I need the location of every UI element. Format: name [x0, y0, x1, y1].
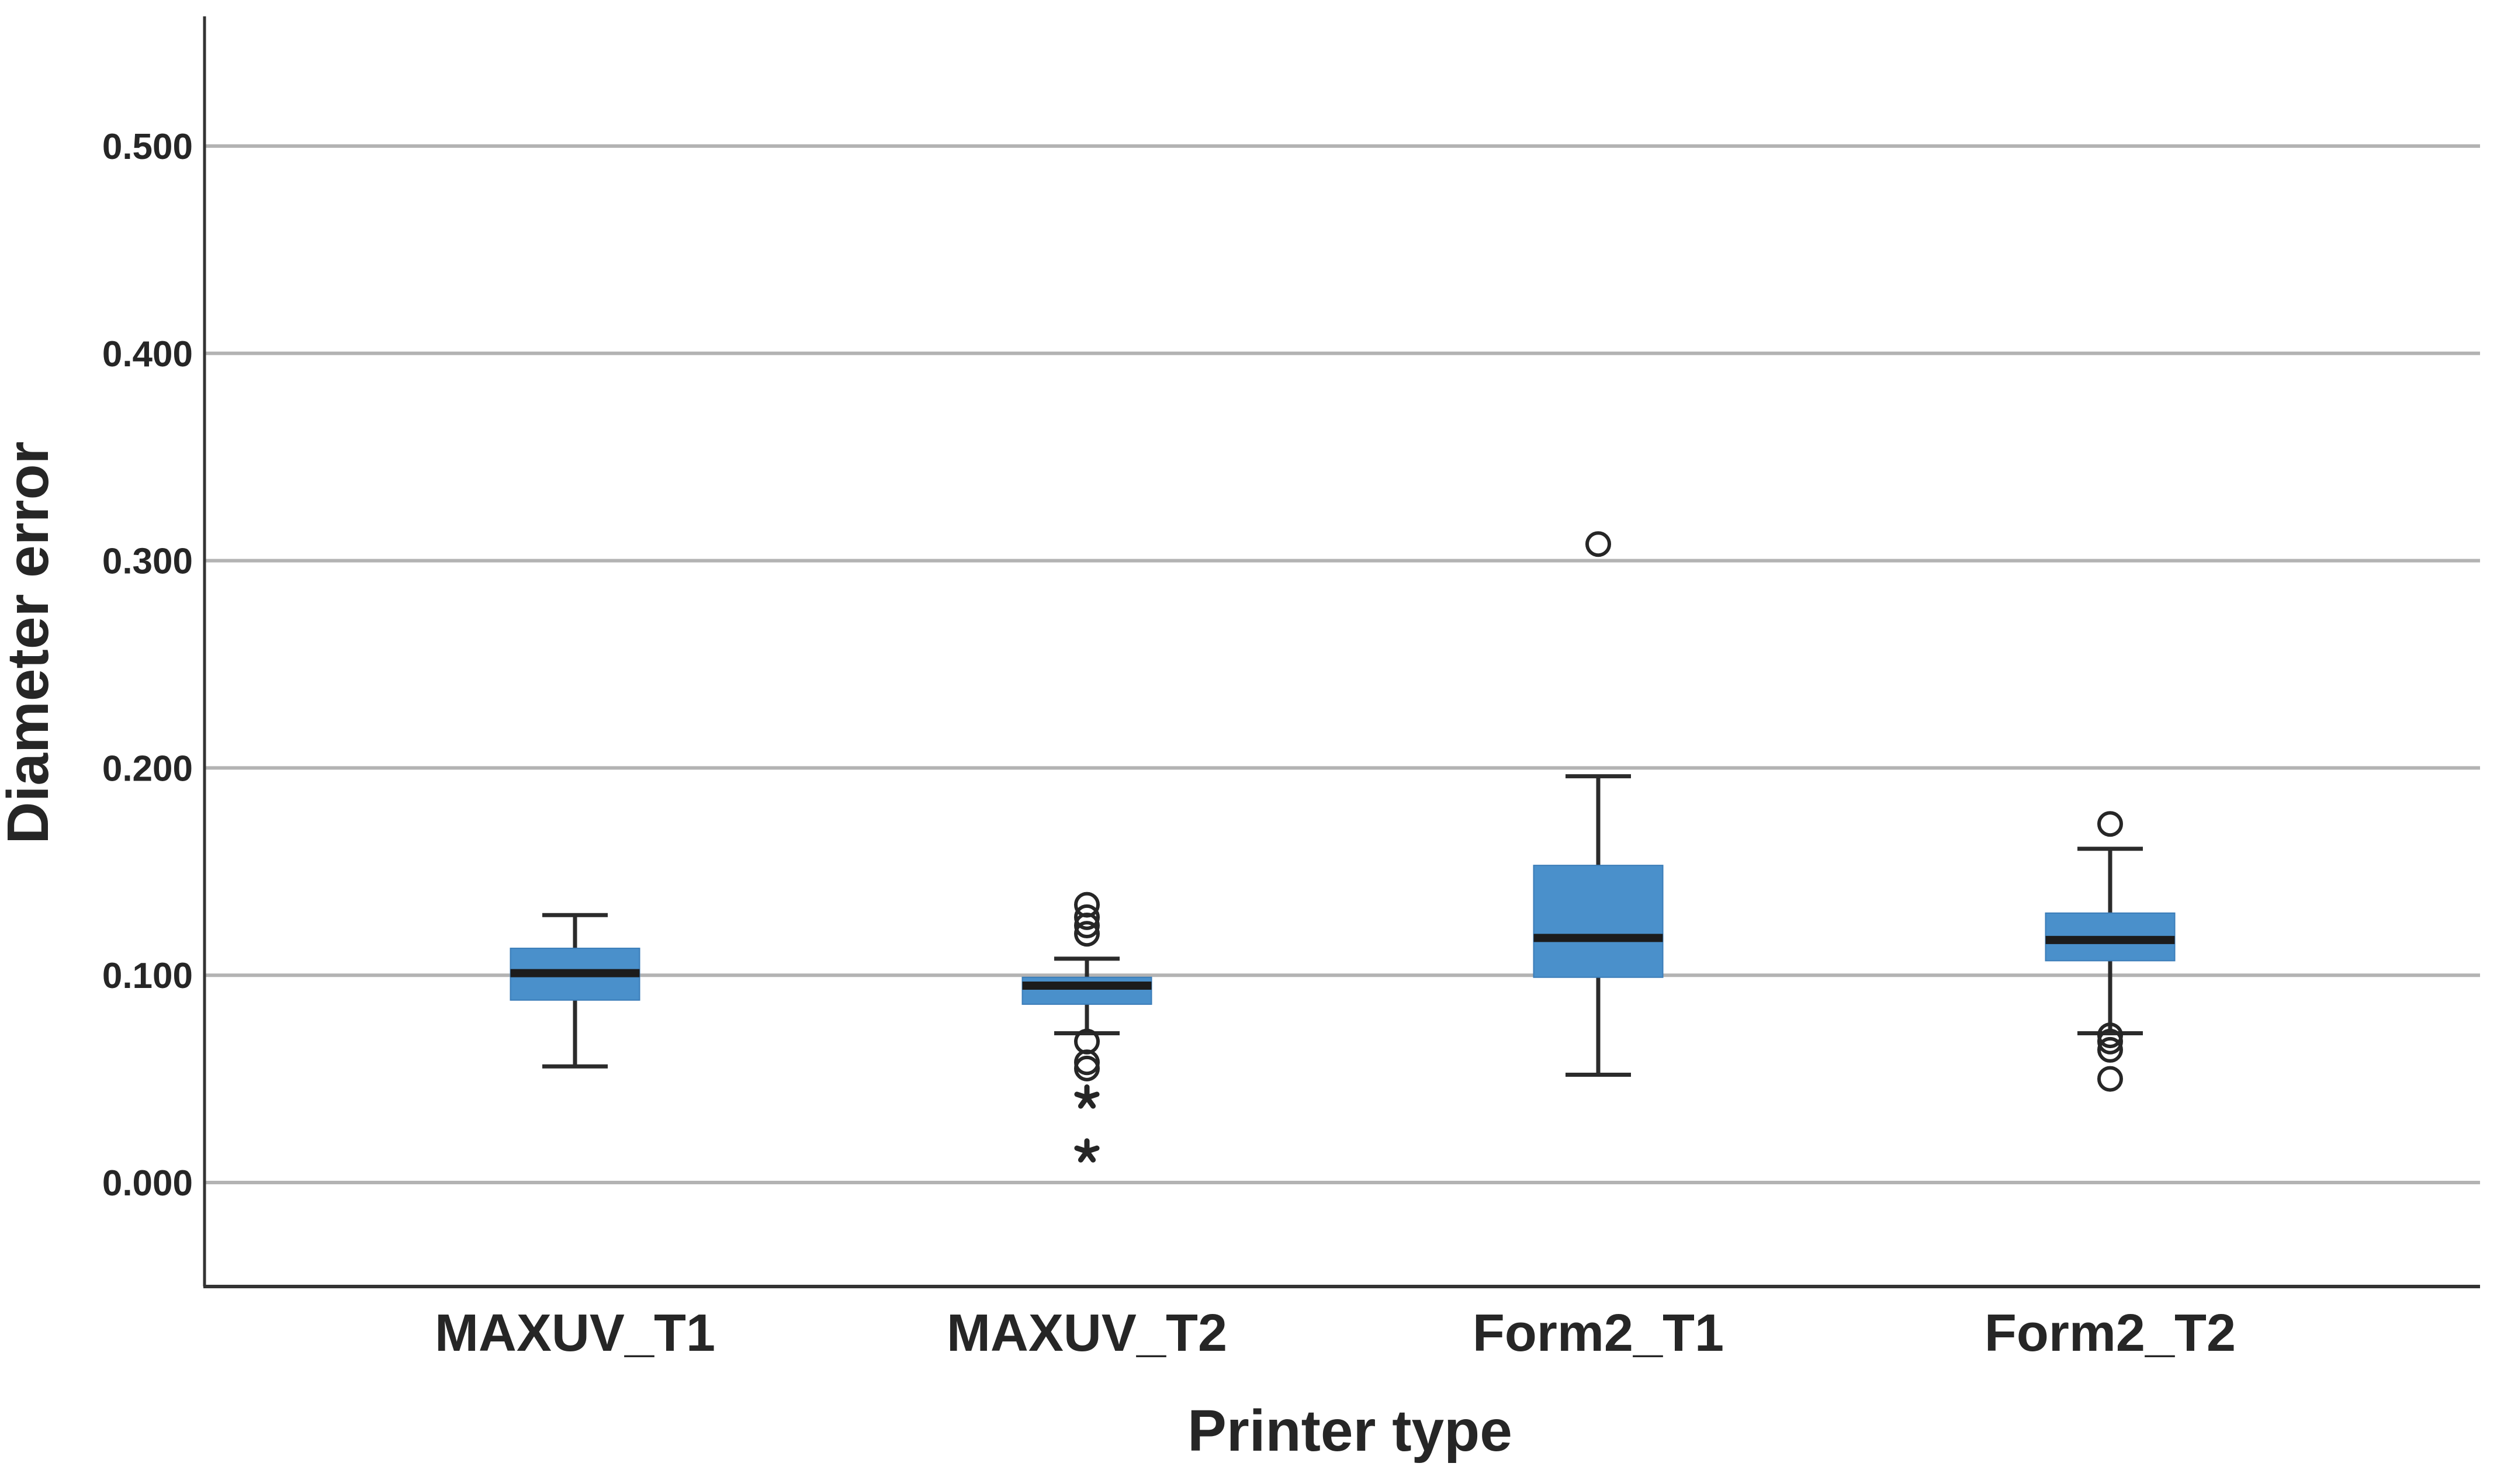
outlier-circle: [1074, 1055, 1100, 1081]
outlier-circle: [1074, 921, 1100, 947]
box-iqr: [1533, 865, 1664, 978]
y-tick-label: 0.400: [102, 334, 193, 375]
extreme-asterisk: [1074, 1084, 1100, 1109]
x-axis-title: Printer type: [1187, 1398, 1512, 1464]
x-category-label: MAXUV_T1: [435, 1304, 715, 1362]
y-tick-label: 0.000: [102, 1163, 193, 1204]
outlier-circle: [1585, 531, 1611, 557]
x-category-label: MAXUV_T2: [947, 1304, 1227, 1362]
x-category-label: Form2_T1: [1473, 1304, 1724, 1362]
extreme-asterisk: [1074, 1138, 1100, 1163]
outlier-circle: [2097, 811, 2123, 837]
outlier-circle: [2097, 1028, 2123, 1055]
outlier-circle: [2097, 1036, 2123, 1063]
outlier-circle: [1074, 913, 1100, 939]
y-tick-label: 0.100: [102, 956, 193, 996]
outlier-circle: [2097, 1066, 2123, 1092]
x-category-label: Form2_T2: [1985, 1304, 2236, 1362]
y-tick-label: 0.500: [102, 127, 193, 167]
box-iqr: [1021, 976, 1152, 1005]
y-axis-title: Diameter error: [0, 441, 61, 844]
y-tick-label: 0.200: [102, 748, 193, 789]
y-tick-label: 0.300: [102, 542, 193, 582]
outlier-circle: [1074, 904, 1100, 930]
